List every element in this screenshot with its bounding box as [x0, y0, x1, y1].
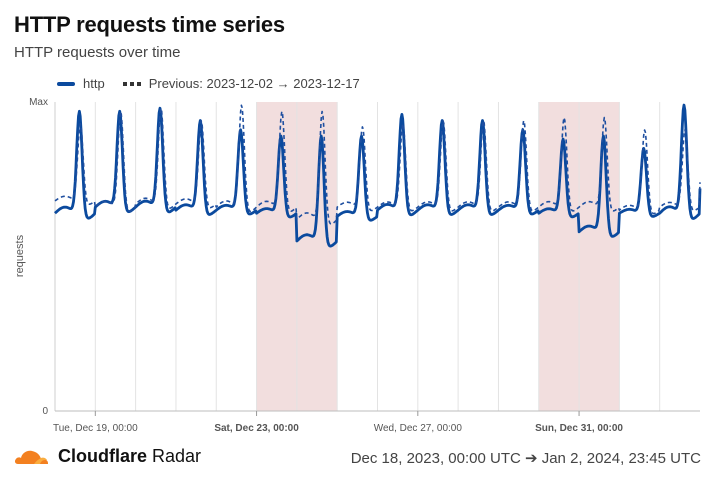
x-tick-label: Wed, Dec 27, 00:00 — [374, 423, 463, 434]
y-tick-label: Max — [29, 97, 48, 108]
x-tick-label: Tue, Dec 19, 00:00 — [53, 423, 138, 434]
cloudflare-cloud-icon — [14, 450, 49, 464]
x-tick-label: Sat, Dec 23, 00:00 — [214, 423, 299, 434]
legend-swatch-solid — [57, 81, 75, 86]
series-line-previous — [54, 104, 701, 225]
legend-item-previous[interactable]: Previous: 2023-12-02 → 2023-12-17 — [122, 76, 360, 91]
series-line-http — [54, 103, 702, 248]
legend-label-current: http — [83, 76, 105, 91]
legend-swatch-dashed — [122, 81, 141, 86]
chart-subtitle: HTTP requests over time — [14, 44, 181, 61]
brand-name: Cloudflare Radar — [58, 446, 202, 466]
x-tick-label: Sun, Dec 31, 00:00 — [535, 423, 623, 434]
legend-label-previous: Previous: 2023-12-02 → 2023-12-17 — [148, 76, 360, 91]
date-range: Dec 18, 2023, 00:00 UTC ➔ Jan 2, 2024, 2… — [350, 450, 701, 467]
y-tick-label: 0 — [42, 406, 48, 417]
legend-item-current[interactable]: http — [57, 76, 105, 91]
chart-legend: http Previous: 2023-12-02 → 2023-12-17 — [57, 76, 378, 91]
cloudflare-logo: Cloudflare Radar — [14, 446, 201, 467]
y-axis-title: requests — [14, 234, 26, 277]
chart-title: HTTP requests time series — [14, 12, 285, 37]
